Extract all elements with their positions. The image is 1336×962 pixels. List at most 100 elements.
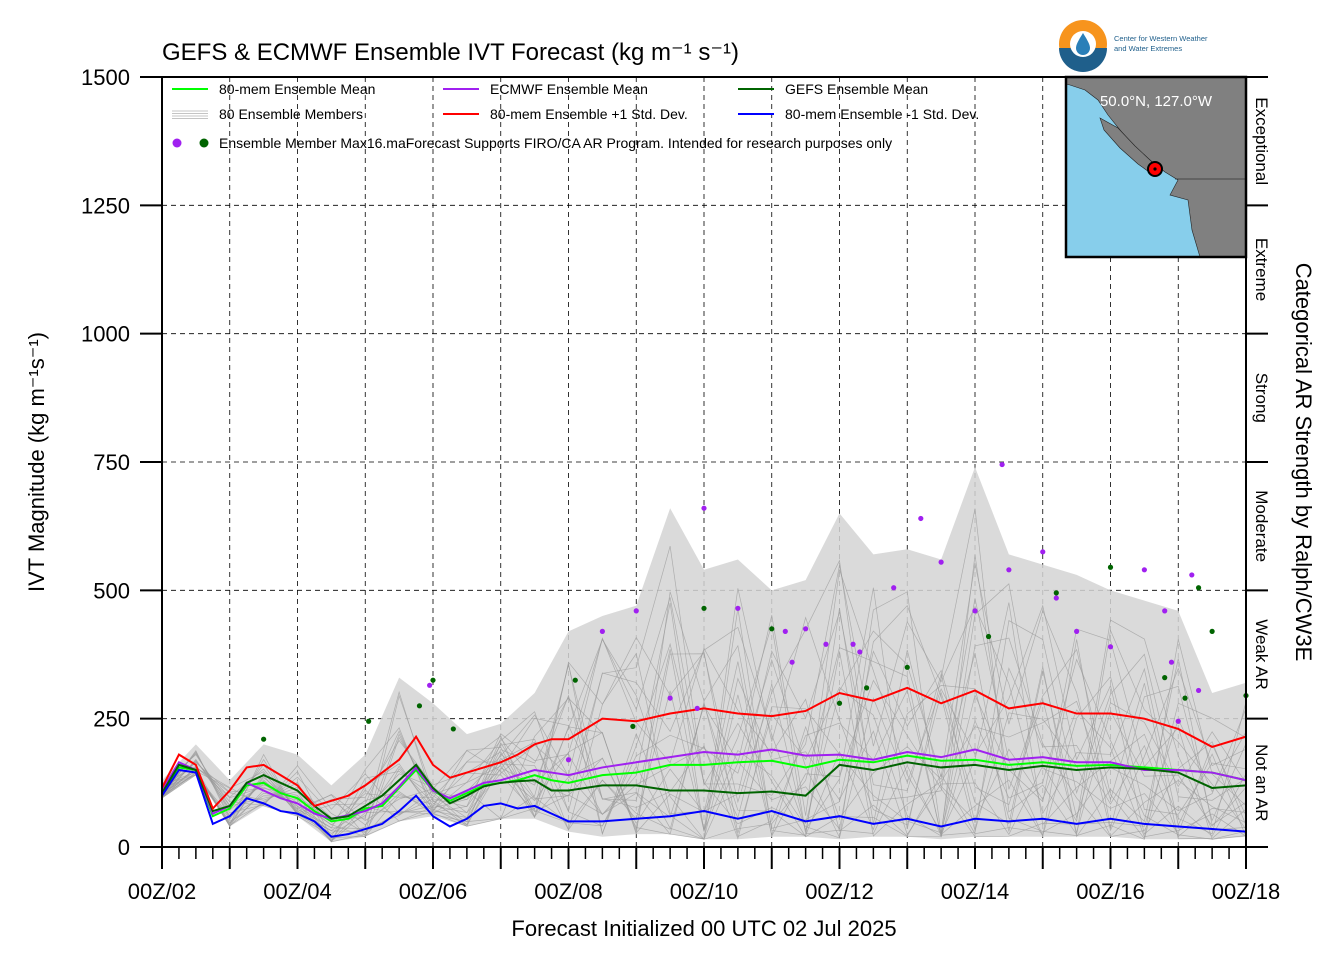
max-point (633, 608, 639, 614)
max-point (985, 633, 992, 640)
legend-marker-gefs (199, 138, 209, 148)
series-lines (161, 686, 1247, 838)
legend-label: GEFS Ensemble Mean (785, 81, 928, 97)
max-point (938, 559, 944, 565)
x-axis-label: Forecast Initialized 00 UTC 02 Jul 2025 (511, 916, 896, 941)
x-tick-label: 00Z/12 (805, 879, 874, 904)
y-tick-label: 500 (93, 578, 130, 603)
inset-map: 50.0°N, 127.0°W (1064, 75, 1248, 259)
legend-label: 80-mem Ensemble -1 Std. Dev. (785, 106, 979, 122)
series-line (161, 686, 1247, 811)
max-point (565, 757, 572, 763)
max-point (836, 700, 843, 706)
chart-title: GEFS & ECMWF Ensemble IVT Forecast (kg m… (162, 39, 739, 66)
max-point (261, 736, 267, 742)
series-line (161, 761, 1247, 820)
max-point (789, 659, 795, 665)
y-tick-label: 1500 (81, 65, 130, 90)
series-line (161, 748, 1247, 820)
ensemble-member-line (161, 607, 1247, 838)
max-point (572, 677, 578, 683)
x-tick-label: 00Z/10 (670, 879, 739, 904)
max-point (1053, 595, 1059, 601)
ensemble-member-line (161, 628, 1247, 840)
x-tick-label: 00Z/16 (1076, 879, 1145, 904)
legend-label: 80 Ensemble Members (219, 106, 363, 122)
legend-label: ECMWF Ensemble Mean (490, 81, 648, 97)
max-point (1006, 567, 1012, 573)
member-max-points (261, 461, 1249, 763)
max-point (782, 628, 788, 635)
max-point (803, 626, 809, 632)
max-point (701, 605, 707, 611)
x-tick-label: 00Z/04 (263, 879, 332, 904)
y-axis-label: IVT Magnitude (kg m⁻¹s⁻¹) (24, 332, 49, 592)
category-label: Weak AR (1252, 619, 1271, 690)
ensemble-member-line (161, 508, 1247, 841)
series-line (161, 754, 1247, 823)
max-point (701, 505, 707, 511)
ensemble-member-line (161, 588, 1247, 838)
max-point (769, 626, 775, 632)
category-label: Moderate (1252, 490, 1271, 562)
legend-marker-ecmwf (172, 138, 182, 148)
max-point (450, 726, 456, 732)
legend: 80-mem Ensemble Mean ECMWF Ensemble Mean G… (172, 81, 979, 151)
y-tick-label: 0 (118, 835, 130, 860)
inset-frame (1064, 75, 1248, 259)
ensemble-member-line (161, 605, 1247, 842)
max-point (1162, 608, 1168, 614)
x-tick-label: 00Z/14 (941, 879, 1010, 904)
max-point (999, 461, 1005, 468)
y-tick-label: 1250 (81, 193, 130, 218)
max-point (1195, 687, 1202, 694)
ensemble-member-line (161, 638, 1247, 843)
x-axis: 00Z/02 00Z/04 00Z/06 00Z/08 00Z/10 00Z/12 00Z/… (128, 847, 1281, 904)
category-axis: Not an AR Weak AR Moderate Strong Extreme Exc… (1245, 76, 1271, 848)
legend-label: 80-mem Ensemble +1 Std. Dev. (490, 106, 688, 122)
max-point (891, 585, 897, 591)
ensemble-member-line (161, 591, 1247, 835)
max-point (430, 677, 436, 683)
max-point (1107, 564, 1114, 570)
right-axis-label: Categorical AR Strength by Ralph/CW3E (1291, 263, 1316, 662)
logo-waves (1059, 48, 1107, 72)
logo-text-line2: and Water Extremes (1114, 44, 1182, 53)
max-point (1107, 644, 1114, 650)
inset-label: 50.0°N, 127.0°W (1100, 93, 1213, 110)
logo-text-line1: Center for Western Weather (1114, 34, 1208, 43)
max-point (850, 641, 856, 647)
max-point (864, 685, 870, 691)
max-point (918, 515, 924, 522)
max-point (1040, 549, 1046, 555)
inset-location-center (1153, 167, 1157, 171)
y-axis: 0 250 500 750 1000 1250 1500 (81, 65, 162, 860)
max-point (1209, 628, 1215, 635)
series-line (161, 768, 1247, 838)
category-label: Exceptional (1252, 97, 1271, 185)
max-point (667, 695, 673, 701)
y-tick-label: 750 (93, 450, 130, 475)
max-point (630, 723, 636, 729)
y-tick-label: 1000 (81, 322, 130, 347)
max-point (1182, 695, 1188, 701)
x-tick-label: 00Z/06 (399, 879, 468, 904)
max-point (1053, 590, 1059, 596)
x-tick-label: 00Z/08 (534, 879, 603, 904)
max-point (1195, 585, 1202, 591)
max-point (427, 682, 433, 688)
max-point (416, 703, 423, 709)
max-point (599, 628, 605, 635)
max-point (904, 664, 910, 670)
legend-label: 80-mem Ensemble Mean (219, 81, 375, 97)
max-point (823, 641, 829, 647)
max-point (857, 649, 863, 655)
ensemble-member-line (161, 554, 1247, 840)
category-label: Extreme (1252, 238, 1271, 301)
max-point (1168, 659, 1175, 665)
x-tick-label: 00Z/18 (1212, 879, 1281, 904)
max-point (694, 705, 700, 712)
category-label: Strong (1252, 373, 1271, 423)
category-label: Not an AR (1252, 744, 1271, 822)
